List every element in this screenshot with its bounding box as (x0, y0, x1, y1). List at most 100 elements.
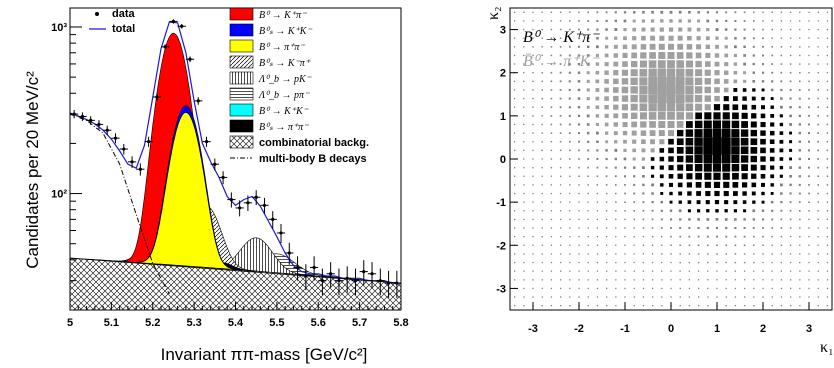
heatmap-cell (577, 88, 581, 92)
heatmap-cell (716, 296, 718, 298)
heatmap-cell (623, 36, 627, 41)
heatmap-cell (586, 62, 590, 66)
heatmap-cell (752, 71, 755, 74)
heatmap-cell (587, 236, 589, 238)
heatmap-cell (817, 236, 819, 238)
heatmap-cell (676, 138, 684, 146)
data-point (169, 19, 178, 24)
heatmap-cell (761, 96, 765, 101)
heatmap-cell (661, 305, 663, 307)
heatmap-cell (698, 287, 700, 290)
heatmap-cell (559, 123, 562, 126)
heatmap-cell (686, 173, 693, 180)
heatmap-cell (587, 149, 590, 152)
heatmap-cell (695, 69, 703, 77)
heatmap-cell (614, 166, 617, 169)
heatmap-cell (613, 104, 619, 110)
heatmap-cell (650, 165, 655, 170)
heatmap-cell (605, 149, 608, 152)
heatmap-cell (614, 11, 617, 14)
heatmap-cell (779, 131, 784, 135)
heatmap-cell (769, 139, 775, 144)
heatmap-cell (789, 227, 792, 229)
heatmap-cell (808, 123, 810, 126)
heatmap-cell (523, 106, 525, 108)
heatmap-cell (780, 183, 783, 187)
heatmap-cell (559, 54, 562, 57)
heatmap-cell (578, 261, 580, 264)
heatmap-cell (642, 279, 645, 281)
data-point (309, 256, 319, 281)
heatmap-cell (679, 227, 682, 229)
heatmap-cell (743, 20, 746, 22)
heatmap-cell (569, 11, 571, 13)
heatmap-cell (657, 85, 667, 95)
heatmap-cell (550, 279, 553, 281)
heatmap-cell (817, 279, 819, 281)
heatmap-cell (799, 46, 801, 48)
heatmap-cell (569, 192, 571, 195)
heatmap-cell (661, 279, 663, 281)
heatmap-cell (752, 45, 755, 48)
heatmap-cell (697, 270, 700, 272)
heatmap-cell (771, 11, 773, 13)
data-point (227, 192, 236, 208)
heatmap-cell (622, 113, 628, 119)
heatmap-cell (817, 287, 819, 290)
heatmap-cell (523, 11, 525, 13)
heatmap-cell (532, 132, 534, 134)
heatmap-cell (569, 149, 571, 152)
heatmap-cell (685, 60, 693, 68)
x-tick-label: 1 (714, 323, 720, 335)
heatmap-cell (541, 11, 543, 13)
legend-entry: total (89, 23, 135, 35)
legend-entry-black: B⁰ → K⁺π⁻ (523, 29, 600, 46)
heatmap-cell (789, 253, 792, 255)
heatmap-cell (615, 253, 617, 255)
heatmap-cell (587, 131, 590, 135)
heatmap-cell (721, 137, 731, 147)
heatmap-cell (762, 287, 764, 290)
heatmap-cell (613, 78, 619, 85)
heatmap-cell (550, 28, 553, 31)
heatmap-cell (586, 54, 590, 57)
heatmap-cell (631, 121, 637, 128)
heatmap-cell (688, 253, 691, 255)
data-point (318, 268, 327, 296)
heatmap-cell (621, 86, 629, 94)
heatmap-cell (642, 218, 645, 221)
heatmap-cell (724, 53, 729, 58)
heatmap-cell (696, 200, 701, 205)
heatmap-cell (714, 190, 720, 197)
heatmap-cell (596, 45, 599, 49)
heatmap-cell (550, 115, 553, 117)
heatmap-cell (624, 296, 626, 298)
heatmap-cell (670, 279, 672, 281)
heatmap-cell (678, 200, 682, 204)
heatmap-cell (651, 270, 654, 272)
heatmap-cell (586, 88, 590, 92)
heatmap-cell (732, 112, 739, 120)
heatmap-cell (668, 147, 674, 154)
heatmap-cell (770, 200, 774, 204)
heatmap-cell (742, 182, 748, 188)
heatmap-cell (770, 130, 775, 136)
heatmap-cell (541, 54, 543, 57)
heatmap-cell (761, 105, 765, 110)
heatmap-cell (714, 53, 720, 58)
legend-entry: combinatorial backg. (229, 135, 369, 149)
heatmap-cell (687, 19, 691, 23)
heatmap-cell (648, 94, 657, 103)
heatmap-cell (780, 235, 783, 238)
heatmap-cell (761, 182, 765, 187)
heatmap-cell (676, 103, 685, 112)
data-point (185, 56, 195, 63)
heatmap-cell (514, 192, 516, 195)
heatmap-cell (596, 218, 598, 220)
heatmap-cell (605, 184, 608, 186)
x-tick-label: 5.5 (269, 317, 284, 329)
heatmap-cell (685, 112, 693, 120)
heatmap-cell (541, 305, 543, 307)
heatmap-cell (569, 270, 571, 272)
heatmap-cell (731, 154, 740, 163)
